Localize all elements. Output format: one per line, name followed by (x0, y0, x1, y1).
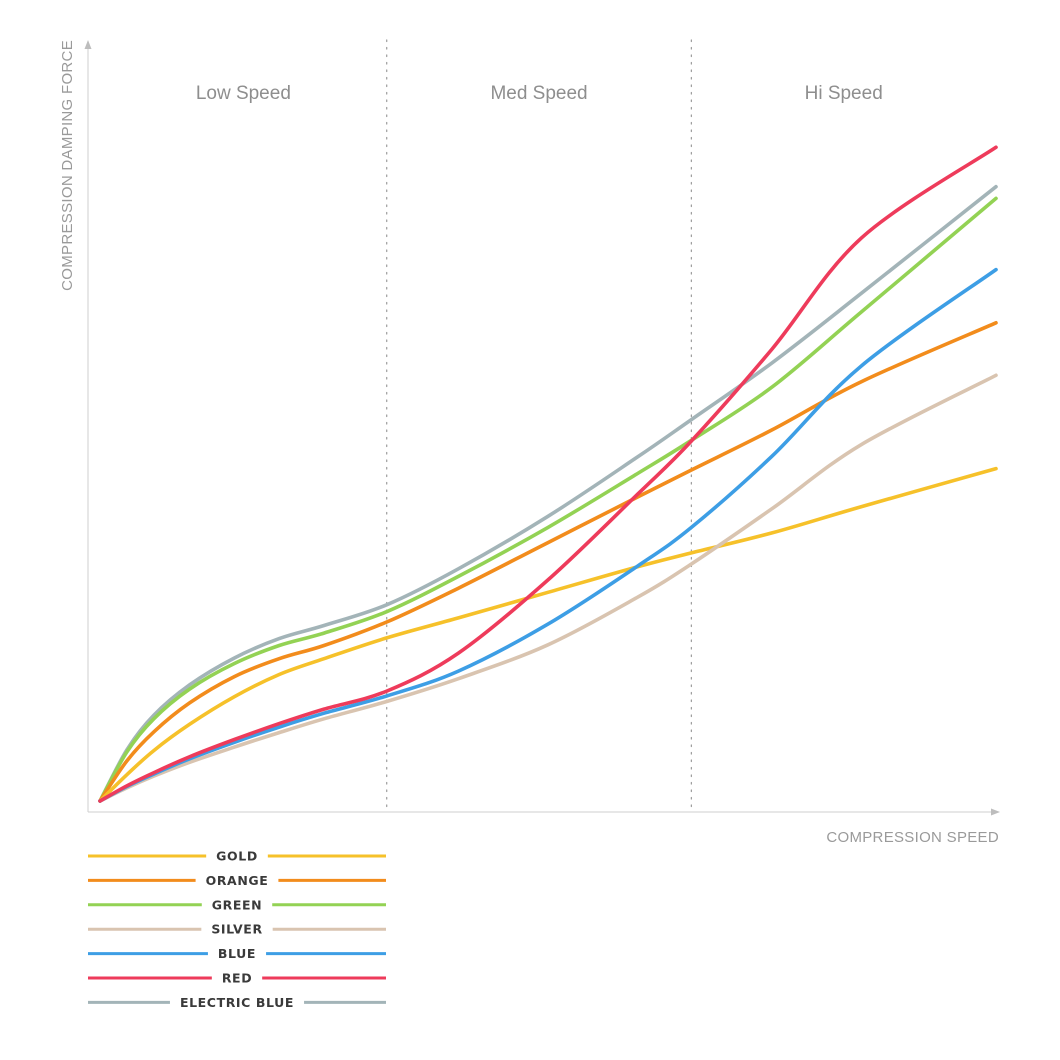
series-line-silver (98, 373, 998, 803)
legend-item: GREEN (88, 897, 386, 912)
zone-label: Hi Speed (805, 83, 883, 104)
series-line-red (98, 145, 998, 803)
legend-item: RED (88, 971, 386, 986)
legend-label: RED (222, 971, 252, 986)
legend-item: ELECTRIC BLUE (88, 995, 386, 1010)
series-line-electric-blue (98, 184, 998, 803)
legend-label: GOLD (216, 849, 258, 864)
x-axis-title: COMPRESSION SPEED (826, 829, 999, 846)
series-line-green (98, 196, 998, 803)
legend-label: GREEN (212, 897, 262, 912)
legend-label: BLUE (218, 946, 256, 961)
series-line-blue (98, 267, 998, 803)
legend: GOLD ORANGE GREEN SILVER BLUE RED ELECTRIC BLU… (88, 849, 386, 1010)
legend-item: GOLD (88, 849, 386, 864)
legend-item: SILVER (88, 922, 386, 937)
x-axis-arrow-icon (991, 808, 1000, 816)
zone-label: Med Speed (490, 83, 587, 104)
speed-zones: Low Speed Med Speed Hi Speed (196, 39, 883, 811)
series-lines (98, 145, 998, 803)
zone-label: Low Speed (196, 83, 291, 104)
legend-label: SILVER (211, 922, 262, 937)
series-line-gold (98, 466, 998, 803)
legend-label: ELECTRIC BLUE (180, 995, 294, 1010)
legend-item: BLUE (88, 946, 386, 961)
y-axis-title: COMPRESSION DAMPING FORCE (59, 40, 76, 291)
axes: COMPRESSION DAMPING FORCE COMPRESSION SP… (59, 40, 1000, 846)
series-line-orange (98, 321, 998, 803)
legend-item: ORANGE (88, 873, 386, 888)
y-axis-arrow-icon (84, 40, 92, 49)
legend-label: ORANGE (206, 873, 269, 888)
